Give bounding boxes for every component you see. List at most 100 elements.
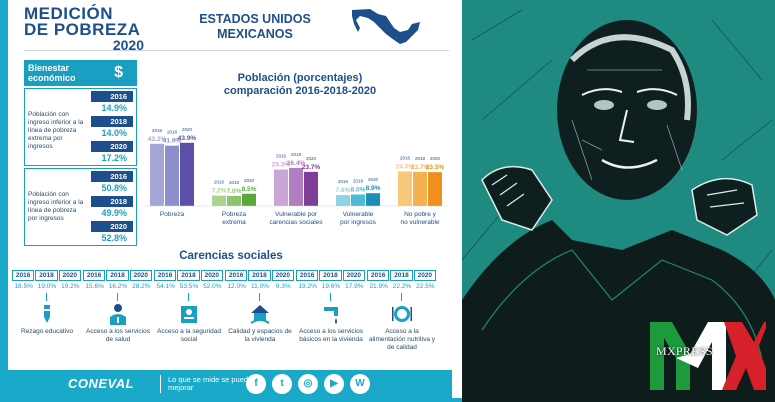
bienestar-desc: Población con ingreso inferior a la líne… [28, 191, 84, 222]
chart-value-label: 7.2% [212, 188, 227, 195]
carencia-year: 2018 [106, 270, 129, 281]
year-tag: 2020 [91, 141, 133, 152]
bienestar-value: 17.2% [101, 153, 127, 163]
carencia-values: 12.0% 11.0% 9.3% [225, 282, 295, 292]
chart-title-line: Población (porcentajes) [237, 72, 363, 84]
carencia-year: 2016 [154, 270, 177, 281]
bienestar-poverty-block: Población con ingreso inferior a la líne… [24, 168, 137, 246]
chart-year-label: 2016 [338, 179, 349, 184]
year-tag: 2018 [91, 196, 133, 207]
carencia-value: 54.1% [156, 283, 175, 290]
header-divider [24, 50, 449, 51]
carencia-values: 21.9% 22.2% 22.5% [367, 282, 437, 292]
chart-year-label: 2018 [415, 156, 426, 161]
chart-year-label: 2018 [291, 152, 302, 157]
carencia-value: 52.0% [203, 283, 222, 290]
instagram-icon[interactable]: ◎ [298, 374, 318, 394]
carencia-value: 53.5% [179, 283, 199, 290]
carencia-year: 2020 [413, 270, 436, 281]
carencia-label: Rezago educativo [20, 328, 74, 335]
chart-bar [336, 195, 350, 206]
carencia-value: 19.6% [321, 283, 341, 290]
bienestar-value: 14.0% [101, 128, 127, 138]
faucet-icon [324, 307, 338, 324]
chart-category-label: extrema [222, 219, 246, 226]
carencia-label: Acceso a los servicios básicos en la viv… [299, 328, 363, 343]
accent-bar [0, 0, 8, 402]
chart-category-label: carencias sociales [269, 219, 323, 226]
chart-bar [180, 142, 194, 206]
chart-value-label: 7.0% [227, 188, 242, 195]
carencia-year: 2020 [58, 270, 81, 281]
carencia-value: 22.2% [392, 283, 412, 290]
chart-year-label: 2016 [400, 155, 411, 160]
carencia-value: 19.0% [37, 283, 57, 290]
portrait-illustration: MXPRESS [462, 0, 775, 402]
chart-bar [165, 145, 179, 206]
carencia-value: 28.2% [132, 283, 151, 290]
chart-year-label: 2018 [167, 130, 178, 135]
chart-value-label: 23.5% [426, 164, 445, 171]
carencia-value: 18.5% [14, 283, 33, 290]
carencia-value: 15.6% [85, 283, 104, 290]
carencia-label: Acceso a la alimentación nutritiva y de … [368, 328, 436, 351]
chart-year-label: 2020 [182, 127, 193, 132]
pencil-icon [44, 305, 50, 323]
carencia-value: 22.5% [416, 283, 435, 290]
chart-bar [150, 143, 164, 206]
carencia-values: 19.2% 19.6% 17.9% [296, 282, 366, 292]
chart-title: Población (porcentajes) comparación 2016… [150, 72, 450, 98]
chart-year-label: 2016 [276, 154, 287, 159]
brand-title: MEDICIÓN DE POBREZA 2020 [24, 5, 144, 52]
bienestar-extreme-block: Población con ingreso inferior a la líne… [24, 88, 137, 166]
chart-category-label: Pobreza [222, 211, 247, 218]
chart-bar [398, 171, 412, 206]
twitter-icon[interactable]: t [272, 374, 292, 394]
carencia-value: 19.2% [61, 283, 80, 290]
house-hands-icon [250, 305, 270, 324]
plate-icon [392, 306, 412, 322]
carencia-group: 2016 2018 2020 18.5% 19.0% 19.2% Rezago educat… [12, 270, 82, 380]
bienestar-header: Bienestar económico $ [24, 60, 137, 86]
chart-category-label: Pobreza [160, 211, 185, 218]
footer-slogan: Lo que se mide se puede mejorar [168, 375, 253, 392]
chart-value-label: 23.7% [411, 164, 430, 171]
chart-year-label: 2018 [229, 180, 240, 185]
carencia-years: 2016 2018 2020 [296, 270, 366, 281]
chart-value-label: 25.3% [272, 162, 291, 169]
carencia-values: 18.5% 19.0% 19.2% [12, 282, 82, 292]
carencia-year: 2018 [248, 270, 271, 281]
carencia-group: 2016 2018 2020 15.6% 16.2% 28.2% Acceso a los … [83, 270, 153, 380]
facebook-icon[interactable]: f [246, 374, 266, 394]
youtube-icon[interactable]: ▶ [324, 374, 344, 394]
bienestar-desc: Población con ingreso inferior a la líne… [28, 111, 84, 150]
country-line-2: MEXICANOS [217, 27, 293, 41]
chart-year-label: 2018 [353, 178, 364, 183]
carencia-value: 12.0% [227, 283, 246, 290]
carencia-group: 2016 2018 2020 54.1% 53.5% 52.0% Acceso a la s… [154, 270, 224, 380]
social-security-icon [181, 306, 197, 323]
chart-year-label: 2020 [368, 177, 379, 182]
connector-line [330, 293, 331, 301]
wordpress-icon[interactable]: W [350, 374, 370, 394]
chart-bar [242, 193, 256, 206]
carencia-year: 2018 [35, 270, 58, 281]
brand-line-2: DE POBREZA [24, 20, 141, 39]
carencia-label: Calidad y espacios de la vivienda [228, 328, 292, 343]
carencia-values: 15.6% 16.2% 28.2% [83, 282, 153, 292]
carencia-years: 2016 2018 2020 [12, 270, 82, 281]
carencia-year: 2020 [342, 270, 365, 281]
mxpress-watermark: MXPRESS [656, 344, 713, 358]
footer-bar: CONEVAL Lo que se mide se puede mejorar … [8, 370, 452, 398]
chart-year-label: 2020 [244, 178, 255, 183]
bienestar-value: 14.9% [101, 103, 127, 113]
carencia-year: 2018 [177, 270, 200, 281]
mxpress-logo: MXPRESS [650, 318, 766, 390]
carencia-year: 2016 [367, 270, 390, 281]
chart-bar [366, 193, 380, 206]
chart-category-label: por ingresos [340, 219, 377, 226]
chart-bar [351, 194, 365, 206]
carencia-value: 19.2% [298, 283, 317, 290]
carencia-value: 11.0% [251, 283, 269, 290]
carencia-label: Acceso a la seguridad social [157, 328, 221, 343]
